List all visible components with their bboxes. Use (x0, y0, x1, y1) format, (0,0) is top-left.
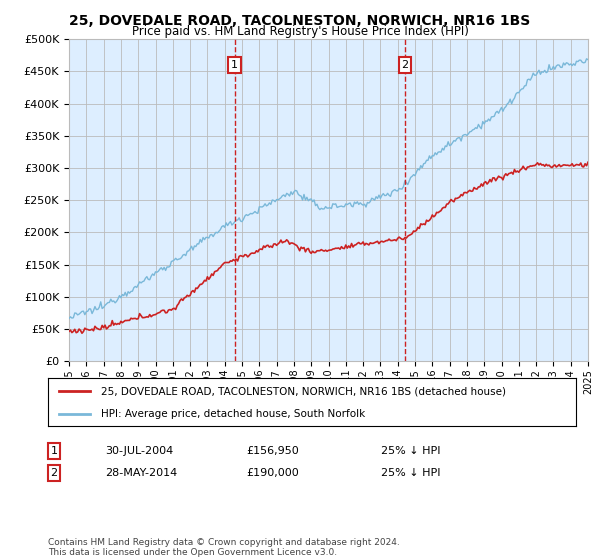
Text: 25% ↓ HPI: 25% ↓ HPI (381, 446, 440, 456)
Text: 2: 2 (401, 60, 409, 70)
Text: Contains HM Land Registry data © Crown copyright and database right 2024.
This d: Contains HM Land Registry data © Crown c… (48, 538, 400, 557)
Text: 25, DOVEDALE ROAD, TACOLNESTON, NORWICH, NR16 1BS: 25, DOVEDALE ROAD, TACOLNESTON, NORWICH,… (70, 14, 530, 28)
Text: 25, DOVEDALE ROAD, TACOLNESTON, NORWICH, NR16 1BS (detached house): 25, DOVEDALE ROAD, TACOLNESTON, NORWICH,… (101, 386, 506, 396)
Text: Price paid vs. HM Land Registry's House Price Index (HPI): Price paid vs. HM Land Registry's House … (131, 25, 469, 38)
Text: 1: 1 (50, 446, 58, 456)
Text: 1: 1 (231, 60, 238, 70)
Text: HPI: Average price, detached house, South Norfolk: HPI: Average price, detached house, Sout… (101, 409, 365, 419)
Text: 2: 2 (50, 468, 58, 478)
Text: 30-JUL-2004: 30-JUL-2004 (105, 446, 173, 456)
Text: £156,950: £156,950 (246, 446, 299, 456)
Text: 25% ↓ HPI: 25% ↓ HPI (381, 468, 440, 478)
Text: 28-MAY-2014: 28-MAY-2014 (105, 468, 177, 478)
Text: £190,000: £190,000 (246, 468, 299, 478)
